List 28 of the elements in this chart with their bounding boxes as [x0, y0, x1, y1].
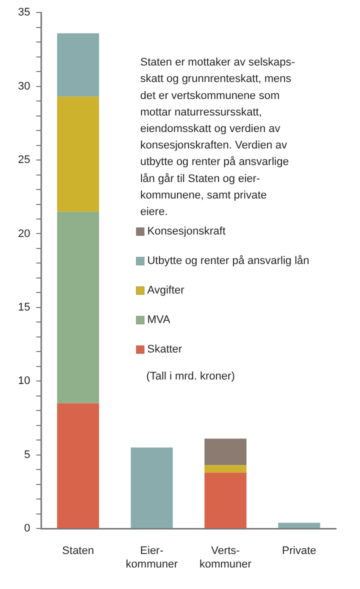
bar: [204, 472, 246, 528]
x-tick-label: Eier- kommuner: [126, 545, 178, 570]
bar: [130, 448, 173, 528]
y-tick-label: 20: [18, 228, 30, 240]
y-tick-label: 30: [18, 80, 30, 92]
bar: [278, 522, 320, 528]
x-tick-label: Staten: [62, 545, 94, 558]
x-tick-label: Private: [282, 545, 316, 558]
bar: [204, 465, 246, 473]
bar: [204, 438, 246, 466]
legend-label: Konsesjonskraft: [147, 226, 226, 238]
bar: [57, 96, 100, 212]
legend-label: Utbytte og renter på ansvarlig lån: [147, 255, 310, 268]
bar: [57, 403, 100, 528]
legend-label: Skatter: [147, 344, 182, 356]
bar: [57, 33, 100, 97]
y-tick-label: 35: [18, 6, 30, 19]
y-tick-label: 25: [18, 154, 30, 166]
legend-label: Avgifter: [147, 284, 185, 297]
y-tick-label: 15: [18, 301, 30, 314]
x-tick-label: Verts- kommuner: [199, 545, 252, 570]
y-tick-label: 0: [24, 522, 30, 535]
text: Staten er mottaker av selskaps- skatt og grunnrenteskatt, mens det er vertskommunene som mottar naturressursskatt, eiendomsskatt og verdien av konsesjonskraften. Verdien av utbytte og renter på ansvarlige lån går til Staten og eier- kommunene, samt private eiere.: [140, 56, 295, 218]
legend-label: MVA: [147, 314, 171, 326]
annotation: (Tall i mrd. kroner): [146, 370, 235, 383]
bar: [57, 212, 100, 404]
y-tick-label: 10: [18, 375, 30, 388]
y-tick-label: 5: [24, 448, 30, 461]
